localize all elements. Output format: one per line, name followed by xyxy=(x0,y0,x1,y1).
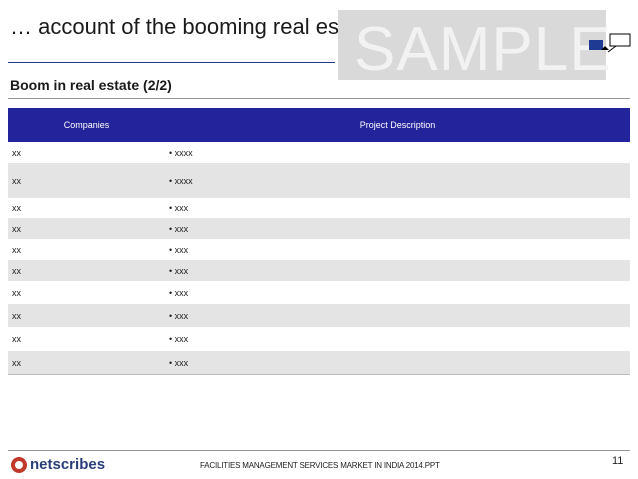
bullet: • xyxy=(169,265,175,276)
table-row: xx • xxx xyxy=(8,239,630,260)
subtitle-rule xyxy=(8,98,630,99)
column-header: Companies xyxy=(8,108,165,143)
bullet: • xyxy=(169,357,175,368)
company-cell: xx xyxy=(8,281,165,304)
description-cell: • xxxx xyxy=(165,142,630,163)
title-rule xyxy=(8,62,335,63)
description-text: xxx xyxy=(174,244,189,255)
company-cell: xx xyxy=(8,162,165,199)
company-cell: xx xyxy=(8,303,165,328)
description-text: xxx xyxy=(174,287,189,298)
table-row: xx • xxx xyxy=(8,198,630,218)
description-cell: • xxx xyxy=(165,327,630,351)
icon xyxy=(589,33,631,53)
company-cell: xx xyxy=(8,142,165,163)
column-header: Project Description xyxy=(165,108,630,143)
document-name: FACILITIES MANAGEMENT SERVICES MARKET IN… xyxy=(200,461,440,470)
bullet: • xyxy=(169,147,175,158)
company-cell: xx xyxy=(8,198,165,218)
table-row: xx • xxxx xyxy=(8,162,630,199)
page-number: 11 xyxy=(612,455,624,467)
description-text: xxx xyxy=(174,357,189,368)
table-row: xx • xxxx xyxy=(8,142,630,163)
table-row: xx • xxx xyxy=(8,259,630,282)
company-cell: xx xyxy=(8,327,165,351)
description-cell: • xxx xyxy=(165,217,630,240)
table-row: xx • xxx xyxy=(8,350,630,375)
table-row: xx • xxx xyxy=(8,303,630,328)
company-cell: xx xyxy=(8,259,165,282)
bullet: • xyxy=(169,287,175,298)
logo: netscribes xyxy=(30,456,106,473)
bullet: • xyxy=(169,244,175,255)
bullet: • xyxy=(169,334,175,344)
description-text: xxxx xyxy=(174,147,193,158)
description-text: xxx xyxy=(174,223,189,234)
description-text: xxx xyxy=(174,203,189,213)
table-row: xx • xxx xyxy=(8,327,630,351)
bullet: • xyxy=(169,310,175,321)
description-cell: • xxx xyxy=(165,303,630,328)
watermark-box: SAMPLE xyxy=(338,10,611,84)
description-cell: • xxx xyxy=(165,239,630,260)
logo-icon xyxy=(11,457,27,473)
table: Companies Project Description xx • xxxx xx • … xyxy=(8,108,630,375)
description-cell: • xxx xyxy=(165,259,630,282)
company-cell: xx xyxy=(8,217,165,240)
bullet: • xyxy=(169,175,175,186)
subtitle: Boom in real estate (2/2) xyxy=(10,77,172,93)
company-cell: xx xyxy=(8,239,165,260)
watermark: SAMPLE xyxy=(354,15,612,84)
description-cell: • xxx xyxy=(165,350,630,375)
description-text: xxx xyxy=(174,334,189,344)
description-text: xxx xyxy=(174,310,189,321)
description-text: xxx xyxy=(174,265,189,276)
description-cell: • xxx xyxy=(165,198,630,218)
bullet: • xyxy=(169,223,175,234)
table-row: xx • xxx xyxy=(8,217,630,240)
description-cell: • xxx xyxy=(165,281,630,304)
footer-rule xyxy=(8,450,630,451)
description-cell: • xxxx xyxy=(165,162,630,199)
bullet: • xyxy=(169,203,175,213)
description-text: xxxx xyxy=(174,175,193,186)
table-row: xx • xxx xyxy=(8,281,630,304)
company-cell: xx xyxy=(8,350,165,375)
